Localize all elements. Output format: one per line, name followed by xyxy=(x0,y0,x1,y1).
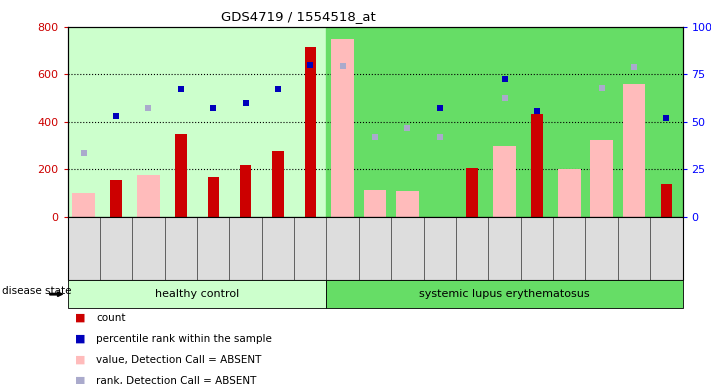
Text: disease state: disease state xyxy=(2,286,72,296)
Text: rank, Detection Call = ABSENT: rank, Detection Call = ABSENT xyxy=(96,376,257,384)
Bar xyxy=(396,191,419,217)
Bar xyxy=(558,169,581,217)
Text: ■: ■ xyxy=(75,376,85,384)
Bar xyxy=(208,177,219,217)
Bar xyxy=(493,146,516,217)
Text: GDS4719 / 1554518_at: GDS4719 / 1554518_at xyxy=(221,10,376,23)
Text: healthy control: healthy control xyxy=(155,289,239,299)
Bar xyxy=(272,151,284,217)
Text: systemic lupus erythematosus: systemic lupus erythematosus xyxy=(419,289,590,299)
Bar xyxy=(531,114,542,217)
Text: ■: ■ xyxy=(75,355,85,365)
Bar xyxy=(326,27,683,217)
Bar xyxy=(175,134,186,217)
Bar xyxy=(110,180,122,217)
Bar xyxy=(331,39,354,217)
Bar xyxy=(661,184,672,217)
Text: percentile rank within the sample: percentile rank within the sample xyxy=(96,334,272,344)
Text: ■: ■ xyxy=(75,334,85,344)
Bar xyxy=(466,168,478,217)
Bar xyxy=(590,140,613,217)
Bar xyxy=(623,84,646,217)
Text: ■: ■ xyxy=(75,313,85,323)
Bar xyxy=(137,175,160,217)
Bar xyxy=(304,47,316,217)
Bar xyxy=(68,27,326,217)
Bar xyxy=(240,165,251,217)
Bar xyxy=(364,190,386,217)
Text: count: count xyxy=(96,313,125,323)
Bar xyxy=(73,193,95,217)
Text: value, Detection Call = ABSENT: value, Detection Call = ABSENT xyxy=(96,355,262,365)
